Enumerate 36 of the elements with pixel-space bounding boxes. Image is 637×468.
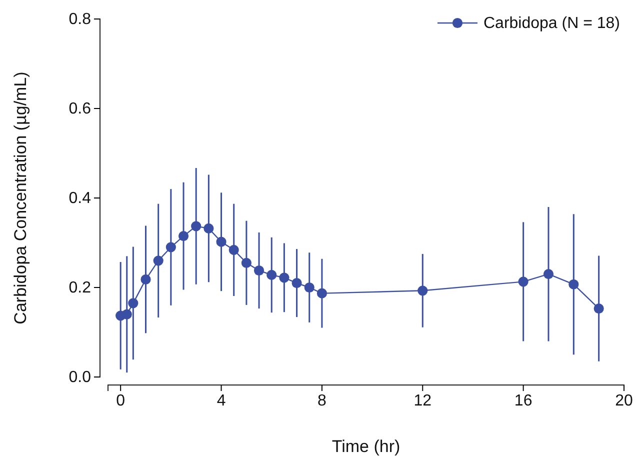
point (543, 269, 554, 280)
legend-label: Carbidopa (N = 18) (483, 15, 620, 32)
y-axis-title: Carbidopa Concentration (µg/mL) (11, 72, 30, 324)
point (178, 231, 189, 242)
point (304, 282, 314, 293)
point (128, 298, 138, 308)
point (279, 272, 290, 283)
x-tick-label: 12 (414, 392, 432, 410)
point (292, 278, 302, 288)
x-axis-title: Time (hr) (332, 437, 400, 456)
y-tick-label: 0.6 (68, 100, 92, 118)
point (518, 276, 528, 287)
point (254, 265, 264, 276)
point (153, 256, 164, 266)
point (594, 303, 604, 314)
point (266, 270, 277, 280)
point (140, 274, 151, 284)
point (316, 288, 327, 298)
x-tick-label: 16 (514, 392, 532, 410)
x-tick-label: 20 (615, 392, 633, 410)
point (418, 286, 428, 296)
point (241, 258, 252, 268)
point (568, 279, 579, 290)
y-tick-label: 0.2 (68, 280, 92, 297)
point (122, 309, 132, 320)
point (191, 221, 202, 232)
point (216, 236, 226, 247)
x-tick-label: 4 (216, 392, 226, 410)
point (166, 242, 176, 252)
x-tick-label: 0 (116, 392, 126, 410)
point (204, 223, 214, 234)
y-tick-label: 0.0 (68, 369, 92, 386)
y-tick-label: 0.8 (68, 11, 92, 28)
y-tick-label: 0.4 (68, 190, 92, 208)
x-tick-label: 8 (318, 392, 326, 410)
point (228, 244, 239, 255)
